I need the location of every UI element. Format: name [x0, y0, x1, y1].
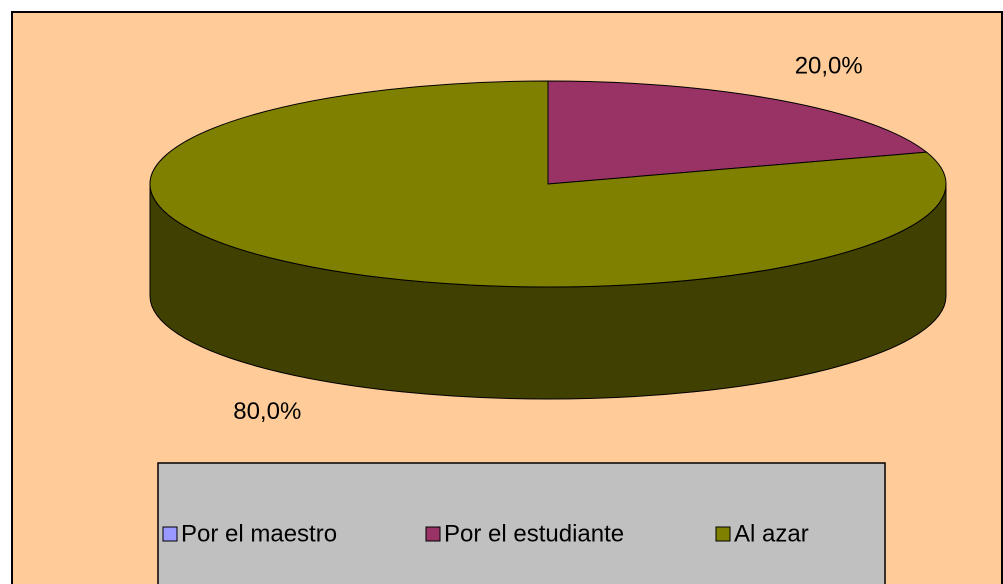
slice: [149, 80, 947, 288]
legend-box: [157, 462, 886, 584]
legend-label: Por el maestro: [181, 520, 337, 547]
legend-swatch: [425, 526, 441, 542]
data-label: 20,0%: [795, 53, 863, 80]
slice: [547, 80, 928, 185]
legend-swatch: [715, 526, 731, 542]
legend-label: Al azar: [734, 520, 809, 547]
data-label: 80,0%: [233, 398, 301, 425]
legend-label: Por el estudiante: [444, 520, 624, 547]
legend-swatch: [162, 526, 178, 542]
